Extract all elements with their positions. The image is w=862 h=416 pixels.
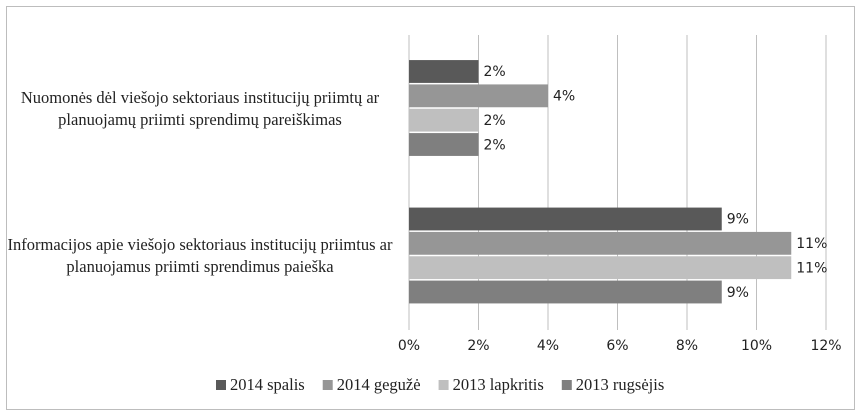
legend-label: 2013 lapkritis <box>453 375 544 394</box>
value-label: 4% <box>553 89 575 105</box>
x-tick-label: 12% <box>810 338 841 354</box>
value-label: 2% <box>484 113 506 129</box>
x-tick-label: 8% <box>676 338 698 354</box>
value-label: 9% <box>727 212 749 228</box>
legend-swatch <box>561 380 572 390</box>
y-tick-label: Informacijos apie viešojo sektoriaus ins… <box>7 235 393 277</box>
legend-label: 2013 rugsėjis <box>576 375 664 394</box>
x-tick-label: 4% <box>537 338 559 354</box>
legend-swatch <box>322 380 333 390</box>
legend-label: 2014 spalis <box>230 375 305 394</box>
x-tick-label: 0% <box>398 338 420 354</box>
y-tick-label: Nuomonės dėl viešojo sektoriaus instituc… <box>20 87 380 129</box>
value-label: 11% <box>796 236 827 252</box>
bar <box>409 133 479 156</box>
bar <box>409 207 722 231</box>
legend-swatch <box>438 380 449 390</box>
bar <box>409 231 792 255</box>
x-tick-label: 6% <box>606 338 628 354</box>
value-label: 11% <box>796 260 827 276</box>
chart-border <box>6 6 855 410</box>
x-tick-label: 2% <box>467 338 489 354</box>
bar <box>409 280 722 304</box>
value-label: 2% <box>484 64 506 80</box>
bar <box>409 84 548 108</box>
bar <box>409 60 479 83</box>
legend-label: 2014 gegužė <box>337 375 421 394</box>
bar <box>409 256 792 280</box>
x-tick-label: 10% <box>741 338 772 354</box>
legend-swatch <box>216 380 226 390</box>
value-label: 2% <box>484 137 506 153</box>
bar <box>409 108 479 132</box>
value-label: 9% <box>727 285 749 301</box>
